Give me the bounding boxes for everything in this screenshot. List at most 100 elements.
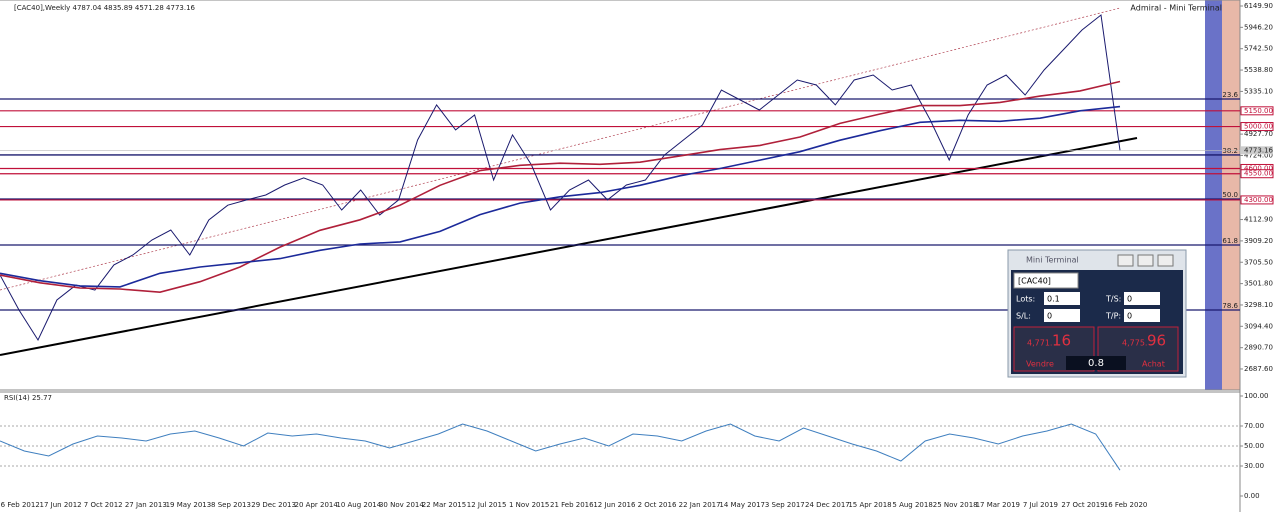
fib-label: 78.6: [1222, 302, 1238, 310]
x-tick-label: 17 Jun 2012: [40, 501, 82, 509]
x-tick-label: 30 Nov 2014: [379, 501, 424, 509]
value: 0: [1127, 295, 1132, 304]
sell-label: Vendre: [1026, 360, 1054, 369]
brand: Admiral - Mini Terminal: [1130, 4, 1222, 13]
x-tick-label: 12 Jun 2016: [593, 501, 636, 509]
price-level-tag: [1240, 169, 1274, 179]
close-button[interactable]: [1157, 254, 1174, 267]
x-tick-label: 29 Dec 2013: [251, 501, 296, 509]
price-level-tag: [1240, 122, 1274, 132]
y-tick-label: 70.00: [1244, 422, 1264, 430]
x-tick-label: 17 Mar 2019: [976, 501, 1020, 509]
hatch-band: [1205, 0, 1222, 390]
x-tick-label: 24 Dec 2017: [805, 501, 850, 509]
rsi-header: RSI(14) 25.77: [4, 394, 52, 402]
channel-line: [0, 7, 1121, 291]
y-tick-label: 4927.70: [1244, 130, 1273, 138]
value: 0: [1127, 312, 1132, 321]
terminal-title: Mini Terminal: [1026, 256, 1079, 265]
x-tick-label: 25 Nov 2018: [933, 501, 978, 509]
y-tick-label: 3909.20: [1244, 237, 1273, 245]
series-line: [0, 80, 1121, 294]
fib-label: 61.8: [1222, 237, 1238, 245]
y-tick-label: 3705.50: [1244, 258, 1273, 266]
x-tick-label: 10 Aug 2014: [336, 501, 381, 509]
x-tick-label: 19 May 2013: [166, 501, 212, 509]
price-level-label: 5150.00: [1244, 107, 1273, 115]
mini-terminal: Mini Terminal [CAC40] Lots: 0.1 T/S: 0 S…: [1007, 249, 1187, 378]
x-tick-label: 26 Feb 2012: [0, 501, 40, 509]
label: T/S:: [1105, 295, 1121, 304]
input[interactable]: [1044, 292, 1080, 305]
y-tick-label: 6149.90: [1244, 2, 1273, 10]
last-price-label: 4773.16: [1244, 146, 1273, 154]
sell-button[interactable]: [1013, 326, 1095, 372]
y-tick-label: 30.00: [1244, 462, 1264, 470]
input[interactable]: [1124, 292, 1160, 305]
series-line: [0, 423, 1121, 471]
sell-price-big: 16: [1052, 332, 1071, 350]
y-tick-label: 0.00: [1244, 492, 1260, 500]
symbol: [CAC40]: [1018, 277, 1051, 286]
buy-label: Achat: [1142, 360, 1165, 369]
input[interactable]: [1124, 309, 1160, 322]
price-level-label: 4600.00: [1244, 164, 1273, 172]
trend-line: [0, 137, 1138, 356]
x-tick-label: 22 Mar 2015: [422, 501, 466, 509]
buy-price: 4,775.: [1122, 339, 1147, 348]
x-tick-label: 14 May 2017: [719, 501, 765, 509]
y-tick-label: 3501.80: [1244, 280, 1273, 288]
x-tick-label: 12 Jul 2015: [467, 501, 507, 509]
x-tick-label: 1 Nov 2015: [509, 501, 549, 509]
y-tick-label: 4724.00: [1244, 151, 1273, 159]
label: T/P:: [1105, 312, 1121, 321]
label: Lots:: [1016, 295, 1035, 304]
y-tick-label: 3298.10: [1244, 301, 1273, 309]
value: 0: [1047, 312, 1052, 321]
y-tick-label: 5742.50: [1244, 45, 1273, 53]
x-tick-label: 16 Feb 2020: [1104, 501, 1148, 509]
x-tick-label: 22 Jan 2017: [679, 501, 721, 509]
x-tick-label: 20 Apr 2014: [295, 501, 339, 509]
fib-label: 38.2: [1222, 147, 1238, 155]
last-price-tag: [1241, 146, 1273, 155]
fib-label: 50.0: [1222, 191, 1238, 199]
x-tick-label: 7 Jul 2019: [1023, 501, 1058, 509]
series-line: [0, 105, 1121, 288]
x-tick-label: 8 Sep 2013: [211, 501, 251, 509]
spread-box: [1066, 356, 1126, 370]
x-tick-label: 21 Feb 2016: [550, 501, 594, 509]
y-tick-label: 50.00: [1244, 442, 1264, 450]
symbol-select[interactable]: [1013, 272, 1079, 289]
price-level-label: 4300.00: [1244, 196, 1273, 204]
price-level-label: 4550.00: [1244, 170, 1273, 178]
price-level-tag: [1240, 195, 1274, 205]
input[interactable]: [1044, 309, 1080, 322]
y-tick-label: 4112.90: [1244, 216, 1273, 224]
min-button[interactable]: [1117, 254, 1134, 267]
spread: 0.8: [1088, 358, 1104, 369]
series-line: [0, 14, 1121, 342]
label: S/L:: [1016, 312, 1031, 321]
max-button[interactable]: [1137, 254, 1154, 267]
fib-label: 23.6: [1222, 91, 1238, 99]
x-tick-label: 15 Apr 2018: [848, 501, 891, 509]
value: 0.1: [1047, 295, 1060, 304]
x-tick-label: 5 Aug 2018: [892, 501, 932, 509]
x-tick-label: 27 Oct 2019: [1061, 501, 1104, 509]
sell-price: 4,771.: [1027, 339, 1052, 348]
y-tick-label: 5538.80: [1244, 66, 1273, 74]
y-tick-label: 2890.70: [1244, 344, 1273, 352]
x-tick-label: 2 Oct 2016: [638, 501, 677, 509]
y-tick-label: 2687.60: [1244, 365, 1273, 373]
hatch-band: [1222, 0, 1240, 390]
y-tick-label: 5335.10: [1244, 87, 1273, 95]
y-tick-label: 5946.20: [1244, 23, 1273, 31]
y-tick-label: 100.00: [1244, 392, 1269, 400]
chart-header: [CAC40],Weekly 4787.04 4835.89 4571.28 4…: [14, 4, 196, 12]
price-level-label: 5000.00: [1244, 123, 1273, 131]
buy-price-big: 96: [1147, 332, 1166, 350]
y-tick-label: 3094.40: [1244, 322, 1273, 330]
price-level-tag: [1240, 106, 1274, 116]
x-tick-label: 7 Oct 2012: [84, 501, 123, 509]
